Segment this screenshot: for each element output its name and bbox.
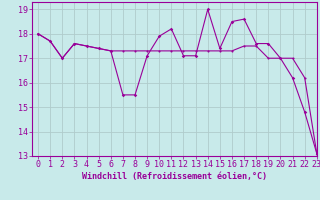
X-axis label: Windchill (Refroidissement éolien,°C): Windchill (Refroidissement éolien,°C) bbox=[82, 172, 267, 181]
